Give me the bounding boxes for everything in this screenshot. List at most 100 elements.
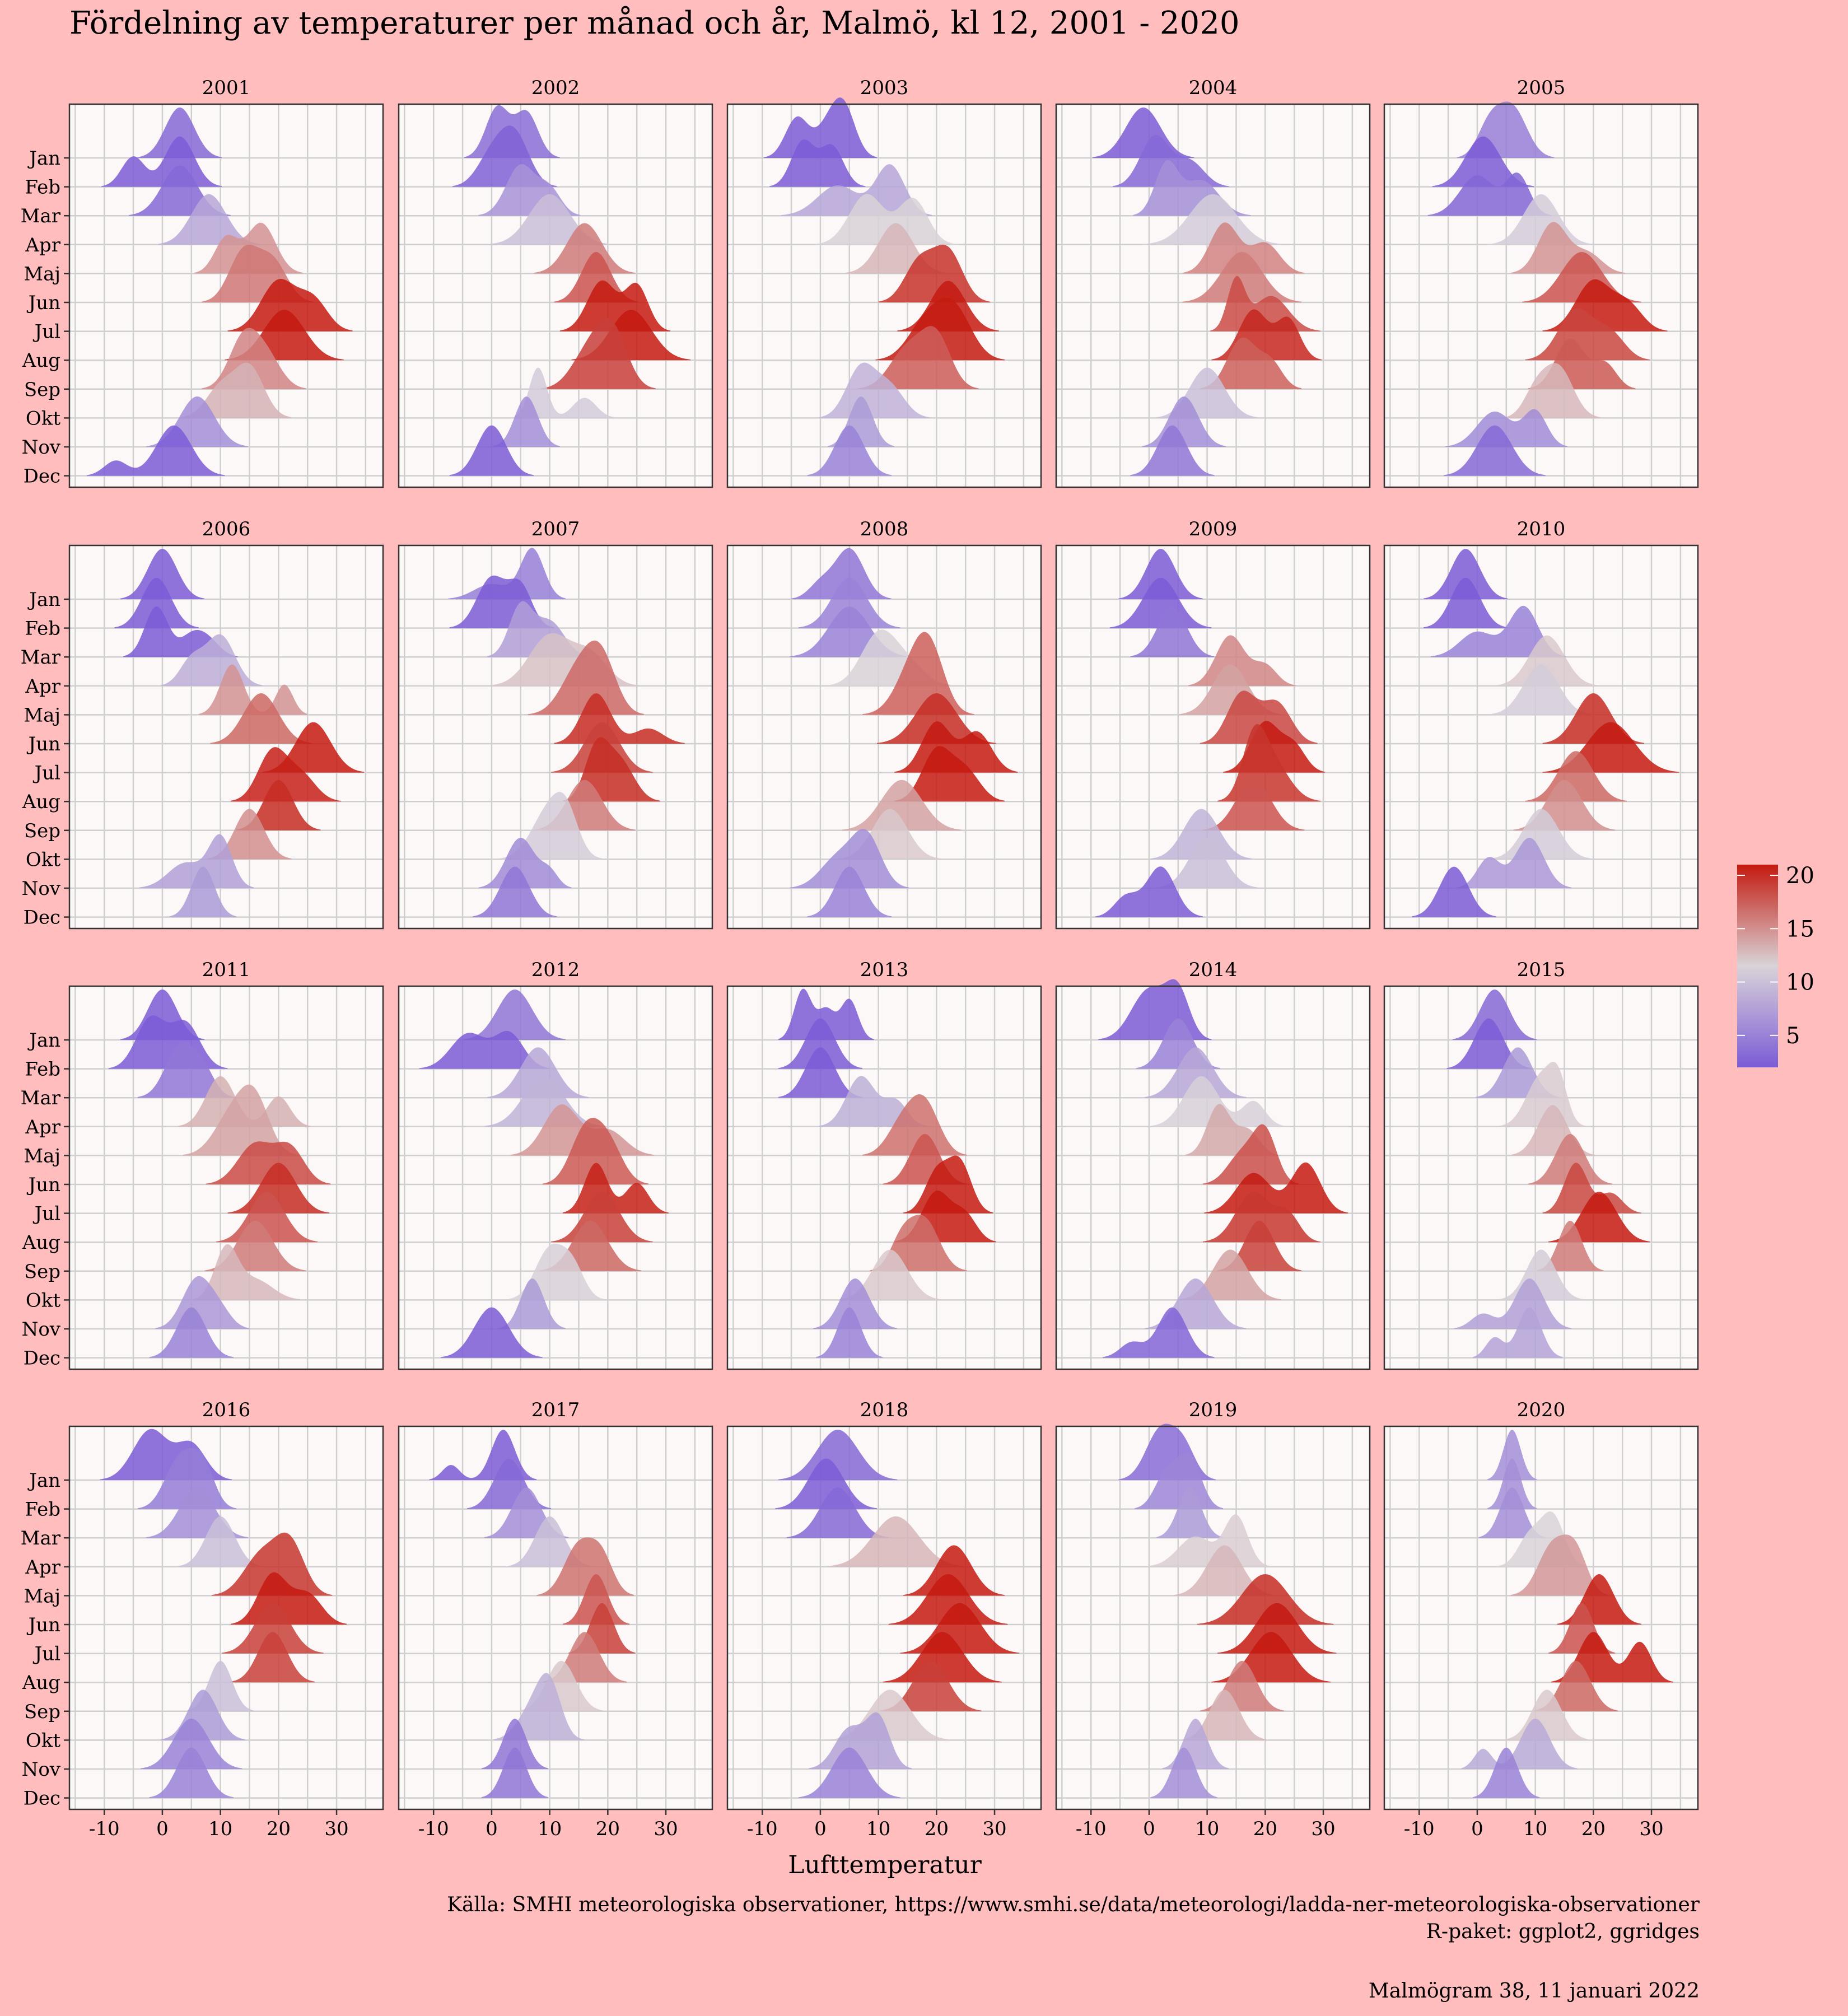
ridges [109,990,331,1358]
x-tick-label: 30 [982,1818,1006,1840]
caption-packages: R-paket: ggplot2, ggridges [1426,1920,1700,1943]
y-tick-label: Maj [24,1585,60,1607]
ridge-Nov [139,834,254,888]
panel-border [726,544,1042,930]
ridge-Maj [536,1537,634,1596]
ridge-Mar [781,164,932,216]
ridge-Sep [201,328,306,389]
ridge-Okt [181,362,292,418]
ridge-Jul [222,1603,324,1654]
ridges [100,1429,347,1798]
y-axis: Jan Feb Mar Apr Maj Jun Jul Aug Sep Okt Nov Dec [21,1029,69,1370]
ridge-Mar [137,1043,235,1098]
facet-label: 2002 [531,77,580,99]
ridge-Nov [493,396,560,447]
ridge-Apr [816,194,955,245]
facet-label: 2015 [1517,959,1566,981]
ridge-Jul [1542,1163,1641,1214]
ridge-Aug [883,1632,1002,1683]
ridge-Jul [1204,1162,1348,1214]
facet-2016: 2016 Jan Feb Mar Apr Maj Jun Jul Aug Sep Okt Nov Dec… [21,1399,384,1840]
ridge-Apr [1147,1514,1270,1567]
y-tick-label: Mar [21,205,61,227]
ridge-Dec [473,866,557,917]
ridge-Dec [149,1747,234,1798]
facet-label: 2013 [860,959,909,981]
ridge-Okt [819,362,930,418]
y-tick-label: Maj [24,1145,60,1167]
y-tick-label: Maj [24,704,60,726]
ridge-Jan [791,548,892,599]
ridge-Jan [1487,1430,1537,1480]
x-tick-label: 30 [1311,1818,1335,1840]
ridge-Jun [563,1574,630,1625]
ridge-Aug [1202,1191,1320,1243]
x-tick-label: -10 [1404,1818,1435,1840]
ridge-Jul [1217,1603,1337,1654]
ridge-Feb [419,1030,550,1069]
ridges [790,548,1018,917]
ridge-Dec [1444,425,1546,476]
ridge-Jul [227,1163,330,1214]
facet-2003: 2003 [726,77,1042,488]
panel-border [398,103,713,488]
ridge-Mar [1427,172,1552,216]
ridge-Mar [1156,1487,1224,1538]
ridge-Jul [1210,276,1320,332]
legend-tick-label: 5 [1786,1023,1800,1049]
facet-2007: 2007 [398,518,713,930]
facet-2002: 2002 [398,77,713,488]
ridge-Aug [216,1192,318,1243]
footer-note: Malmögram 38, 11 januari 2022 [1369,1980,1700,2003]
ridge-Dec [1473,1747,1540,1798]
ridge-Dec [481,1747,548,1798]
y-tick-label: Apr [25,1556,60,1579]
panel-border [1055,544,1371,930]
facet-2017: 2017 -10 0 10 20 30 [398,1399,713,1840]
y-tick-label: Okt [26,407,60,430]
x-tick-label: 10 [208,1818,232,1840]
facet-label: 2006 [202,518,251,540]
ridge-Okt [513,367,615,418]
ridges [1446,990,1650,1358]
y-tick-label: Jun [27,733,60,755]
y-tick-label: Dec [24,907,60,929]
ridge-Jun [877,693,996,744]
y-tick-label: Jan [27,589,60,611]
x-tick-label: 20 [1253,1818,1277,1840]
y-tick-label: Sep [24,1701,60,1723]
ridge-Jul [563,1163,669,1214]
panel-border [1055,103,1371,488]
ridges [87,108,353,476]
ridge-Feb [778,1018,863,1069]
panel-border [68,544,384,930]
y-tick-label: Feb [25,176,60,199]
ridge-Jun [1200,690,1318,744]
gridlines [727,104,1041,487]
ridge-Jun [206,1141,331,1184]
ridge-Apr [178,1076,311,1127]
x-tick-label: -10 [418,1818,449,1840]
ridge-Feb [1487,1458,1537,1509]
ridge-Okt [193,1244,301,1300]
ridge-Aug [230,747,341,802]
ridges [1427,101,1668,476]
y-tick-label: Jul [33,1643,60,1665]
ridge-Feb [1113,134,1229,187]
y-tick-label: Mar [21,1527,61,1550]
facet-2009: 2009 [1055,518,1371,930]
panel-border [726,985,1042,1370]
x-axis: -10 0 10 20 30 [1404,1809,1664,1840]
panel-border [398,544,713,930]
ridge-Okt [1499,1249,1584,1300]
ridges [775,1430,1020,1798]
ridges [1412,549,1679,917]
y-tick-label: Sep [24,1261,60,1283]
color-legend: 5 10 15 20 [1737,863,1814,1067]
facet-2013: 2013 [726,959,1042,1370]
ridge-Jun [888,1574,1008,1625]
facet-2004: 2004 [1055,77,1371,488]
facet-label: 2016 [202,1399,251,1421]
facet-2008: 2008 [726,518,1042,930]
ridges [1118,1424,1337,1798]
